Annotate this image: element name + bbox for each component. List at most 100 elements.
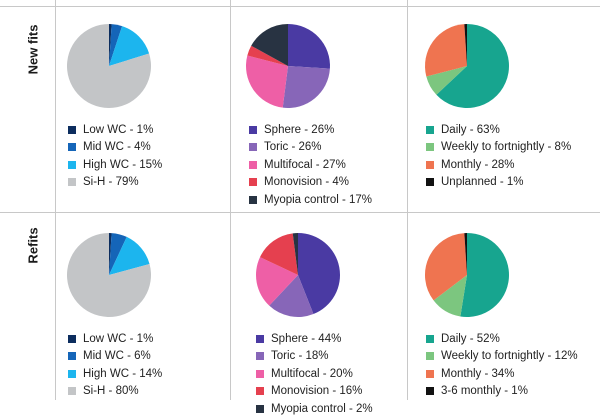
legend-refits-lens-design: Sphere - 44% Toric - 18% Multifocal - 20% M… (256, 330, 373, 418)
pie-slice-toric (282, 66, 330, 108)
legend-label: High WC - 14% (83, 367, 163, 380)
legend-item-mid-wc: Mid WC - 6% (68, 348, 162, 366)
legend-swatch (426, 387, 434, 396)
legend-item-low-wc: Low WC - 1% (68, 121, 162, 139)
legend-label: Toric - 18% (271, 350, 329, 363)
legend-refits-water-content: Low WC - 1% Mid WC - 6% High WC - 14% Si-H … (68, 330, 162, 400)
legend-label: Weekly to fortnightly - 8% (441, 141, 572, 154)
pie-slice-high-wc (109, 236, 150, 275)
legend-label: Monovision - 16% (271, 385, 363, 398)
pie-slice-monthly (425, 233, 467, 301)
grid-col-divider-2 (230, 0, 231, 400)
legend-swatch (68, 160, 76, 169)
pie-chart-refits-water-content (67, 233, 151, 317)
legend-swatch (256, 404, 264, 413)
legend-swatch (249, 125, 257, 134)
legend-swatch (68, 143, 76, 152)
pie-slice-sphere (298, 233, 340, 315)
legend-swatch (249, 195, 257, 204)
legend-label: High WC - 15% (83, 158, 163, 171)
pie-slice-myopia-control (251, 24, 288, 66)
pie-slice-weekly-to-fortnightly (433, 275, 467, 317)
legend-item-si-h: Si-H - 80% (68, 383, 162, 401)
legend-new-fits-water-content: Low WC - 1% Mid WC - 4% High WC - 15% Si-H … (68, 121, 162, 191)
legend-item-multifocal: Multifocal - 27% (249, 156, 372, 174)
legend-label: Low WC - 1% (83, 123, 154, 136)
legend-swatch (249, 160, 257, 169)
legend-swatch (426, 352, 434, 361)
pie-slice-weekly-to-fortnightly (426, 66, 467, 95)
legend-item-myopia-control: Myopia control - 2% (256, 400, 373, 418)
legend-swatch (426, 125, 434, 134)
legend-item-mid-wc: Mid WC - 4% (68, 139, 162, 157)
row-label-refits: Refits (25, 227, 41, 264)
legend-swatch (68, 334, 76, 343)
legend-item-high-wc: High WC - 15% (68, 156, 162, 174)
legend-swatch (426, 178, 434, 187)
pie-chart-refits-lens-design (256, 233, 340, 317)
legend-item-monovision: Monovision - 16% (256, 383, 373, 401)
legend-label: Mid WC - 4% (83, 141, 151, 154)
legend-label: Weekly to fortnightly - 12% (441, 350, 578, 363)
legend-label: Monthly - 34% (441, 367, 515, 380)
pie-slice-3-6-monthly (464, 233, 467, 275)
legend-item-monthly: Monthly - 28% (426, 156, 571, 174)
legend-item-toric: Toric - 18% (256, 348, 373, 366)
legend-swatch (426, 334, 434, 343)
legend-swatch (68, 178, 76, 187)
pie-chart-new-fits-lens-design (246, 24, 330, 108)
legend-item-monthly: Monthly - 34% (426, 365, 578, 383)
legend-label: Multifocal - 20% (271, 367, 353, 380)
grid-row-divider (0, 212, 600, 213)
pie-slice-low-wc (109, 233, 112, 275)
legend-label: Daily - 63% (441, 123, 500, 136)
legend-new-fits-lens-design: Sphere - 26% Toric - 26% Multifocal - 27% M… (249, 121, 372, 209)
legend-item-multifocal: Multifocal - 20% (256, 365, 373, 383)
legend-item-daily: Daily - 52% (426, 330, 578, 348)
pie-slice-multifocal (246, 55, 288, 108)
legend-label: Sphere - 26% (264, 123, 335, 136)
pie-chart-new-fits-replacement (425, 24, 509, 108)
legend-item-sphere: Sphere - 44% (256, 330, 373, 348)
legend-item-toric: Toric - 26% (249, 139, 372, 157)
legend-item-si-h: Si-H - 79% (68, 174, 162, 192)
legend-label: Myopia control - 2% (271, 402, 373, 415)
legend-swatch (256, 334, 264, 343)
pie-slice-toric (269, 275, 314, 317)
row-label-new-fits: New fits (25, 24, 41, 75)
pie-slice-sphere (288, 24, 330, 69)
legend-refits-replacement: Daily - 52% Weekly to fortnightly - 12% Mo… (426, 330, 578, 400)
legend-item-weekly-to-fortnightly: Weekly to fortnightly - 12% (426, 348, 578, 366)
legend-swatch (256, 352, 264, 361)
grid-top-line (0, 6, 600, 7)
legend-label: Monthly - 28% (441, 158, 515, 171)
pie-slice-monovision (247, 45, 288, 66)
legend-label: Sphere - 44% (271, 332, 342, 345)
legend-swatch (426, 160, 434, 169)
legend-label: Multifocal - 27% (264, 158, 346, 171)
grid-col-divider-3 (407, 0, 408, 400)
pie-slice-low-wc (109, 24, 112, 66)
pie-slice-mid-wc (109, 24, 123, 66)
legend-label: Si-H - 80% (83, 385, 139, 398)
grid-col-divider-1 (55, 0, 56, 400)
legend-item-monovision: Monovision - 4% (249, 174, 372, 192)
pie-slice-si-h (67, 233, 151, 317)
legend-label: Toric - 26% (264, 141, 322, 154)
legend-label: Unplanned - 1% (441, 176, 524, 189)
legend-label: Daily - 52% (441, 332, 500, 345)
legend-item-high-wc: High WC - 14% (68, 365, 162, 383)
legend-new-fits-replacement: Daily - 63% Weekly to fortnightly - 8% Mon… (426, 121, 571, 191)
legend-swatch (256, 369, 264, 378)
pie-slice-si-h (67, 24, 151, 109)
legend-swatch (426, 143, 434, 152)
pie-slice-mid-wc (109, 233, 127, 275)
legend-swatch (68, 352, 76, 361)
pie-chart-refits-replacement (425, 233, 509, 317)
legend-swatch (68, 387, 76, 396)
pie-slice-unplanned (464, 24, 467, 66)
legend-swatch (68, 125, 76, 134)
pie-chart-new-fits-water-content (67, 24, 151, 109)
legend-item-myopia-control: Myopia control - 17% (249, 191, 372, 209)
legend-item-unplanned: Unplanned - 1% (426, 174, 571, 192)
